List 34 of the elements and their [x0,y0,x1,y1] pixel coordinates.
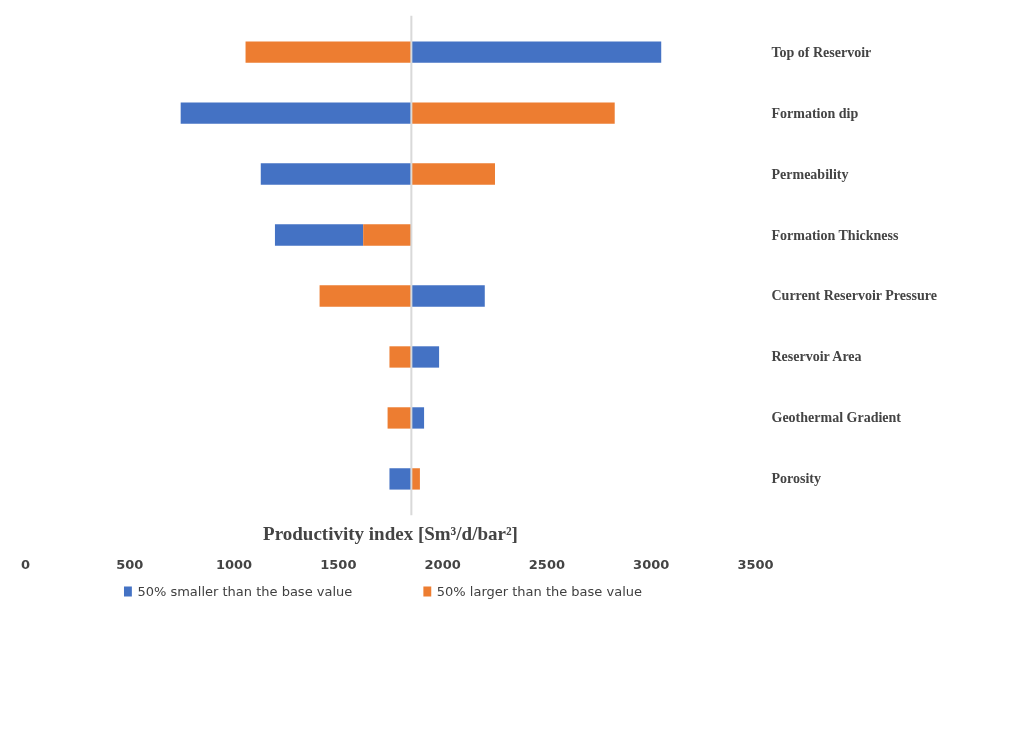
y-tick-label: Current Reservoir Pressure [771,288,937,304]
y-tick-label: Porosity [771,471,822,487]
y-tick-label: Formation dip [771,105,859,121]
bar [411,163,495,185]
y-tick-label: Geothermal Gradient [771,410,902,426]
bar [411,41,662,63]
bar [411,346,440,368]
bar [387,407,412,429]
bar [260,163,412,185]
x-tick-label: 1000 [215,556,253,572]
x-tick-label: 2500 [528,556,566,572]
y-tick-label: Reservoir Area [771,349,862,365]
x-tick-label: 2000 [424,556,461,572]
y-tick-label: Permeability [771,166,849,182]
bar [411,102,615,124]
legend-label: 50% smaller than the base value [137,584,353,599]
x-tick-label: 500 [116,556,144,572]
x-tick-label: 1500 [320,556,357,572]
bar [411,285,485,307]
bar [389,346,412,368]
legend-label: 50% larger than the base value [436,584,643,599]
x-tick-label: 0 [20,556,31,572]
y-tick-label: Top of Reservoir [771,44,872,60]
bar [180,102,412,124]
bar [389,468,412,490]
x-axis-title: Productivity index [Sm³/d/bar²] [263,522,518,544]
x-tick-label: 3500 [737,556,774,572]
x-tick-label: 3000 [633,556,670,572]
y-tick-label: Formation Thickness [771,227,899,243]
bar [363,224,412,246]
bar [245,41,412,63]
bar [411,407,425,429]
bar [274,224,364,246]
bar [319,285,412,307]
